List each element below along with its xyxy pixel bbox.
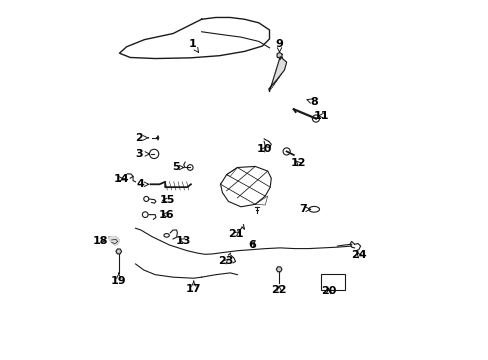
Text: 4: 4 <box>137 179 148 189</box>
Text: 2: 2 <box>135 133 148 143</box>
Text: 21: 21 <box>228 229 244 239</box>
Text: 15: 15 <box>159 195 174 205</box>
Text: 24: 24 <box>350 250 366 260</box>
Text: 11: 11 <box>313 111 328 121</box>
Text: 18: 18 <box>93 236 108 246</box>
Text: 10: 10 <box>256 144 271 154</box>
Text: 14: 14 <box>113 174 129 184</box>
Text: 19: 19 <box>111 273 126 286</box>
Text: 13: 13 <box>176 236 191 246</box>
Text: 5: 5 <box>172 162 183 172</box>
Text: 23: 23 <box>218 256 233 266</box>
Text: 6: 6 <box>247 240 255 250</box>
Text: 16: 16 <box>159 210 174 220</box>
Text: 8: 8 <box>306 97 317 107</box>
Text: 22: 22 <box>271 285 286 295</box>
Polygon shape <box>108 237 119 245</box>
Text: 3: 3 <box>135 149 149 159</box>
Text: 1: 1 <box>188 39 198 53</box>
Text: 17: 17 <box>185 281 201 294</box>
Polygon shape <box>268 57 286 91</box>
Text: 20: 20 <box>320 287 335 296</box>
Text: 12: 12 <box>290 158 305 168</box>
Text: 9: 9 <box>275 39 283 52</box>
Text: 7: 7 <box>299 204 310 214</box>
